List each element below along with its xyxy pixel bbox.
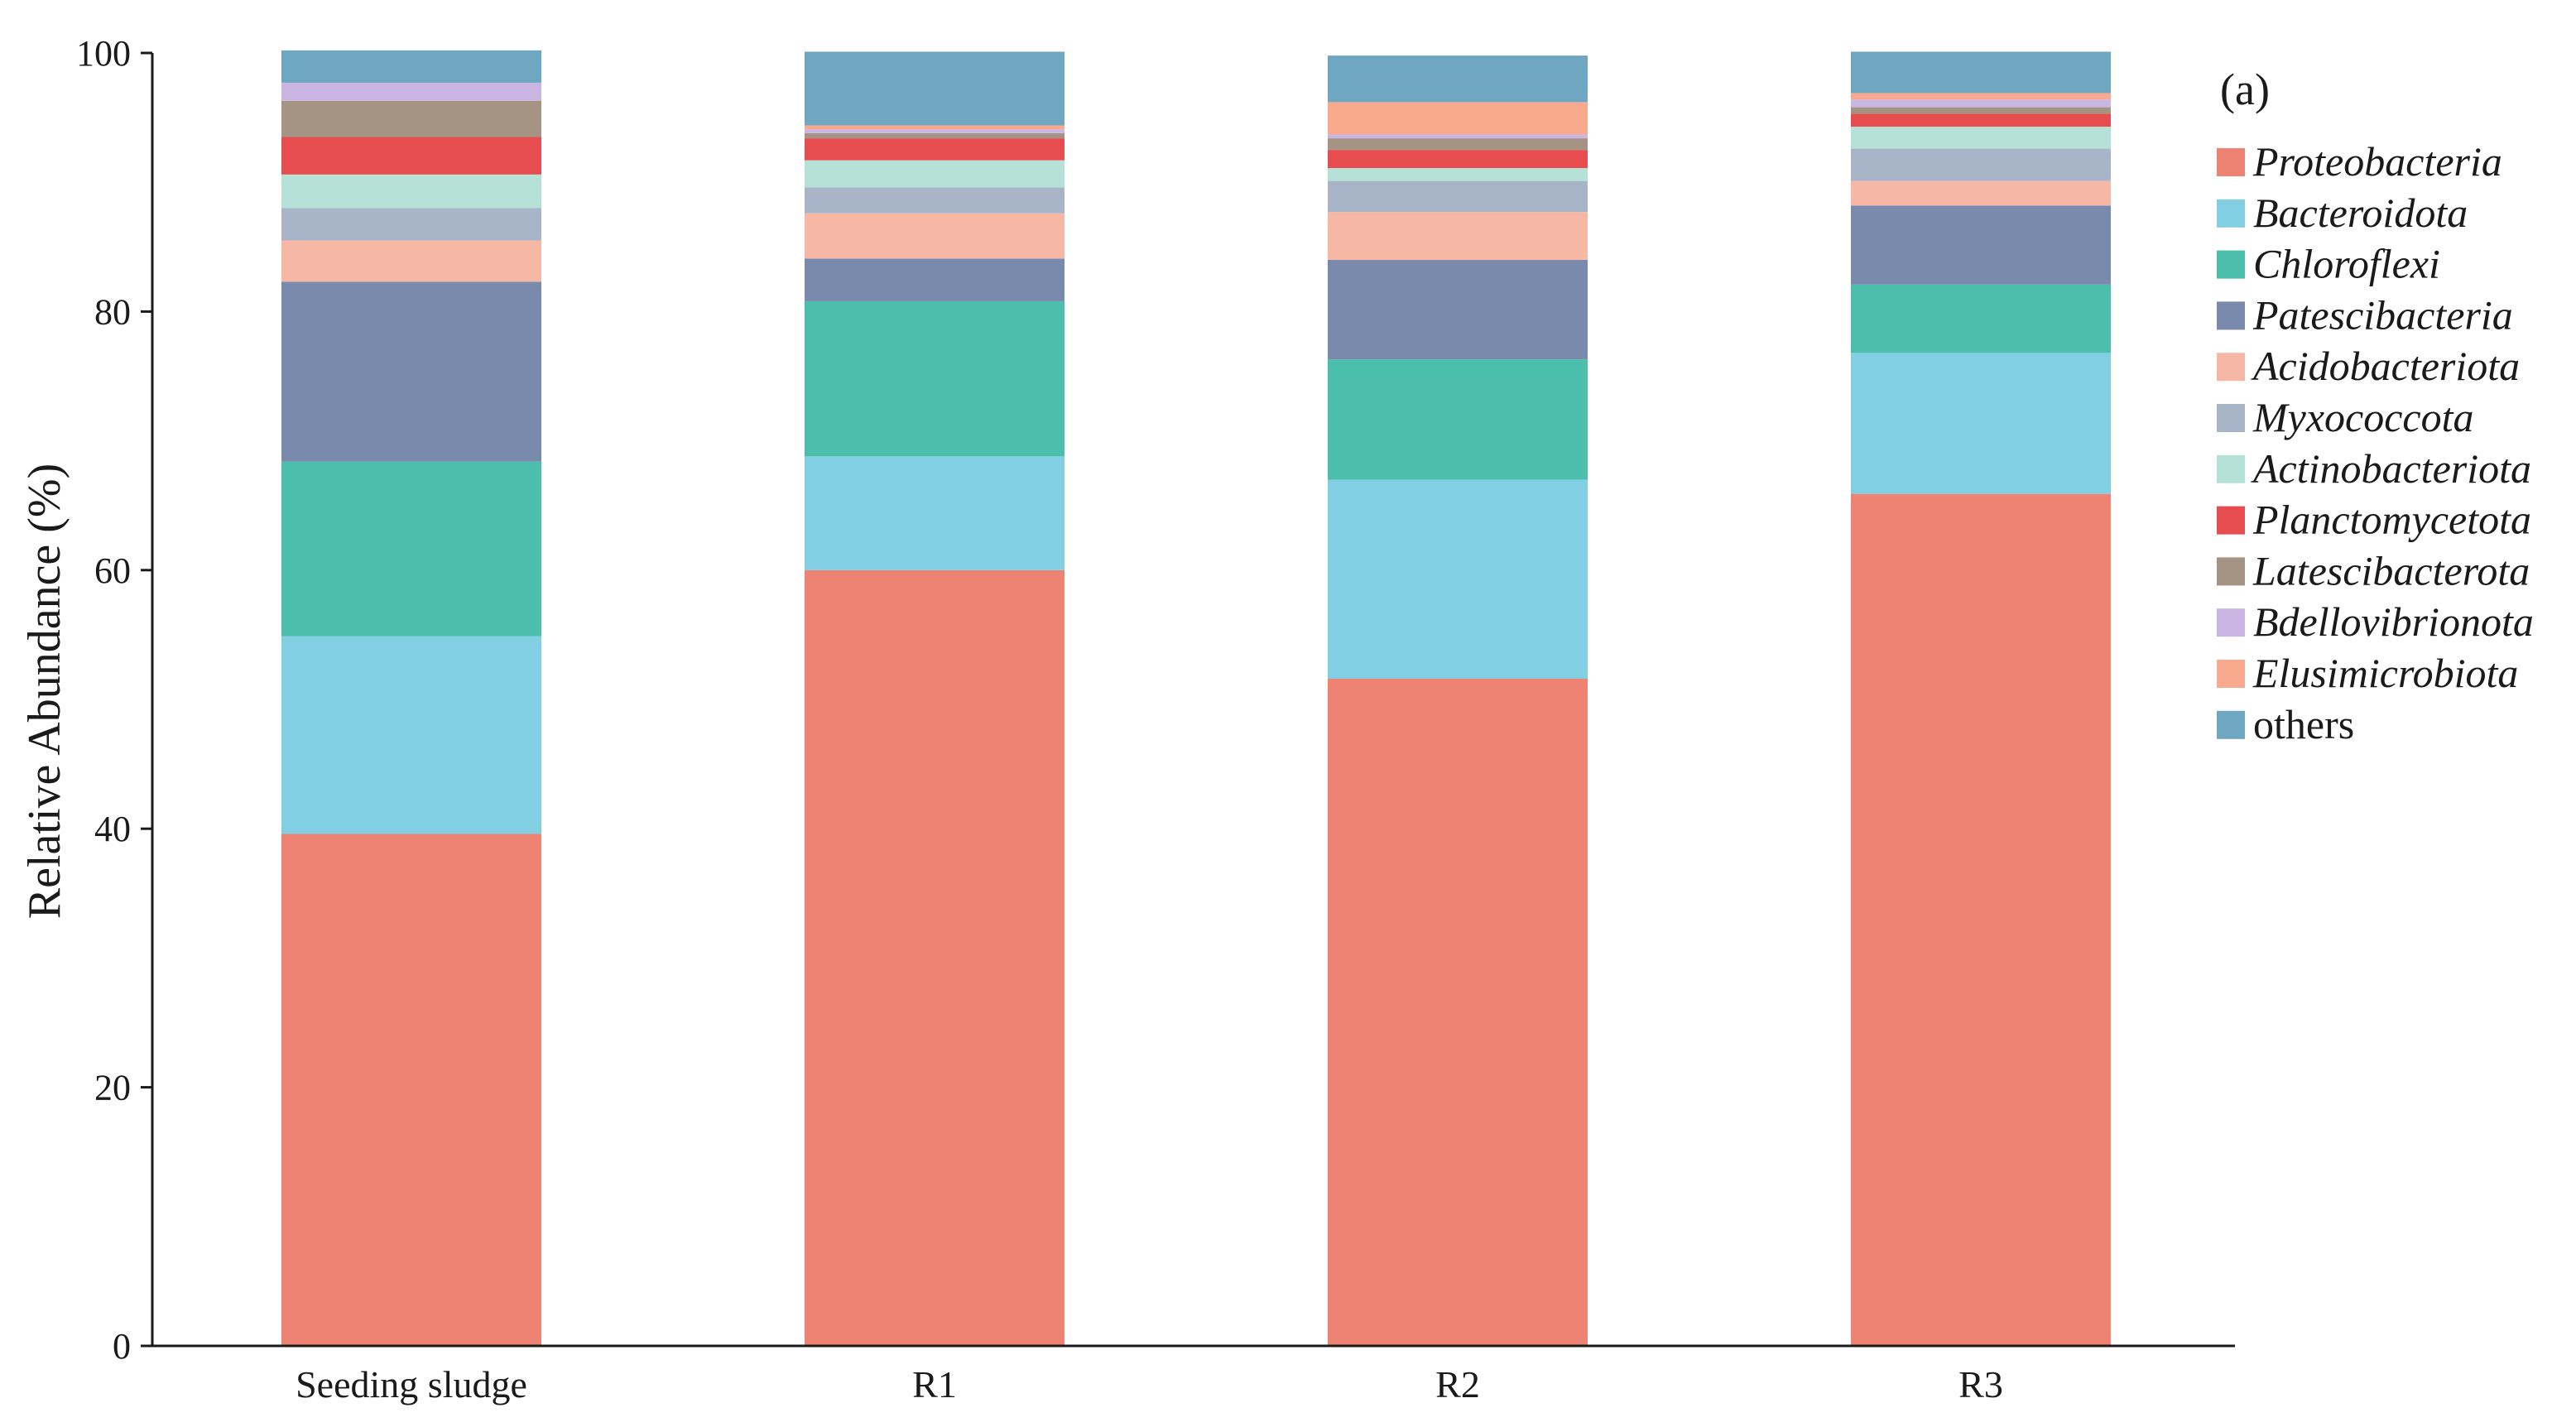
bar-segment-r2-bacteroidota: [1328, 479, 1588, 680]
legend-swatch-elusimicrobiota: [2217, 660, 2245, 688]
bar-segment-seeding-sludge-bdellovibrionota: [281, 82, 541, 101]
legend-swatch-chloroflexi: [2217, 250, 2245, 279]
legend-label-others: others: [2253, 701, 2354, 747]
x-tick-label-r3: R3: [1958, 1363, 2003, 1405]
legend-swatch-myxococcota: [2217, 404, 2245, 432]
bar-segment-r1-others: [805, 51, 1065, 126]
legend-label-acidobacteriota: Acidobacteriota: [2251, 343, 2520, 389]
y-tick-label-80: 80: [94, 291, 131, 332]
bar-segment-seeding-sludge-latescibacterota: [281, 100, 541, 137]
bar-segment-r1-bdellovibrionota: [805, 129, 1065, 133]
bar-segment-r2-chloroflexi: [1328, 359, 1588, 480]
panel-label: (a): [2220, 65, 2270, 114]
legend-swatch-patescibacteria: [2217, 301, 2245, 330]
bar-segment-r2-patescibacteria: [1328, 259, 1588, 360]
bar-segment-r3-myxococcota: [1851, 148, 2111, 181]
bar-segment-r3-acidobacteriota: [1851, 180, 2111, 206]
bar-segment-r3-planctomycetota: [1851, 113, 2111, 127]
legend: Proteobacteria Bacteroidota ChloroflexiPat…: [2217, 138, 2534, 747]
bar-segment-r3-actinobacteriota: [1851, 127, 2111, 149]
legend-swatch-latescibacterota: [2217, 557, 2245, 586]
bars-group: [281, 50, 2111, 1346]
bar-segment-r2-myxococcota: [1328, 180, 1588, 213]
bar-segment-r3-elusimicrobiota: [1851, 93, 2111, 100]
bar-segment-r1-elusimicrobiota: [805, 125, 1065, 130]
y-tick-label-60: 60: [94, 550, 131, 591]
bar-segment-r1-myxococcota: [805, 187, 1065, 214]
bar-segment-r3-chloroflexi: [1851, 284, 2111, 353]
bar-segment-r2-latescibacterota: [1328, 138, 1588, 151]
legend-label-actinobacteriota: Actinobacteriota: [2251, 445, 2531, 492]
bar-segment-seeding-sludge-proteobacteria: [281, 834, 541, 1346]
legend-swatch-bdellovibrionota: [2217, 608, 2245, 637]
bar-segment-r1-bacteroidota: [805, 456, 1065, 570]
legend-label-bdellovibrionota: Bdellovibrionota: [2253, 598, 2534, 645]
x-tick-label-r2: R2: [1435, 1363, 1480, 1405]
legend-label-patescibacteria: Patescibacteria: [2252, 291, 2513, 338]
legend-label-bacteroidota: Bacteroidota: [2253, 190, 2468, 236]
y-tick-label-20: 20: [94, 1068, 131, 1108]
bar-segment-seeding-sludge-bacteroidota: [281, 636, 541, 834]
bar-segment-r2-elusimicrobiota: [1328, 102, 1588, 135]
bar-segment-seeding-sludge-chloroflexi: [281, 461, 541, 637]
bar-segment-r1-proteobacteria: [805, 569, 1065, 1346]
bar-segment-r1-planctomycetota: [805, 138, 1065, 161]
bar-segment-seeding-sludge-actinobacteriota: [281, 174, 541, 209]
bar-segment-r2-planctomycetota: [1328, 150, 1588, 169]
legend-swatch-proteobacteria: [2217, 148, 2245, 176]
axes-group: 0 20 40 60 80 100 Seeding sludge R1 R2 R3: [76, 33, 2235, 1405]
legend-label-elusimicrobiota: Elusimicrobiota: [2252, 650, 2518, 696]
legend-swatch-bacteroidota: [2217, 199, 2245, 228]
legend-swatch-planctomycetota: [2217, 506, 2245, 535]
bar-segment-r1-actinobacteriota: [805, 160, 1065, 188]
bar-segment-seeding-sludge-acidobacteriota: [281, 240, 541, 282]
y-tick-label-100: 100: [76, 33, 131, 74]
bar-segment-r3-patescibacteria: [1851, 205, 2111, 285]
bar-segment-r2-actinobacteriota: [1328, 168, 1588, 181]
bar-segment-r1-latescibacterota: [805, 132, 1065, 139]
legend-swatch-acidobacteriota: [2217, 353, 2245, 382]
legend-label-latescibacterota: Latescibacterota: [2252, 547, 2530, 593]
bar-segment-r3-bacteroidota: [1851, 353, 2111, 494]
bar-segment-r1-patescibacteria: [805, 258, 1065, 301]
legend-label-chloroflexi: Chloroflexi: [2253, 241, 2440, 287]
y-tick-label-0: 0: [113, 1326, 131, 1367]
bar-segment-seeding-sludge-patescibacteria: [281, 281, 541, 462]
legend-swatch-actinobacteriota: [2217, 454, 2245, 483]
bar-segment-r3-others: [1851, 51, 2111, 94]
y-axis-title: Relative Abundance (%): [19, 464, 70, 919]
legend-label-planctomycetota: Planctomycetota: [2252, 497, 2531, 543]
legend-label-proteobacteria: Proteobacteria: [2252, 138, 2502, 185]
bar-segment-r1-acidobacteriota: [805, 213, 1065, 259]
x-tick-label-r1: R1: [912, 1363, 957, 1405]
bar-segment-r1-chloroflexi: [805, 300, 1065, 457]
bar-segment-r2-bdellovibrionota: [1328, 134, 1588, 139]
bar-segment-r3-latescibacterota: [1851, 107, 2111, 114]
bar-segment-r2-acidobacteriota: [1328, 212, 1588, 260]
bar-segment-seeding-sludge-myxococcota: [281, 208, 541, 241]
y-tick-label-40: 40: [94, 809, 131, 849]
legend-label-myxococcota: Myxococcota: [2252, 394, 2474, 440]
bar-segment-r3-proteobacteria: [1851, 493, 2111, 1346]
x-tick-label-seeding-sludge: Seeding sludge: [296, 1363, 527, 1405]
bar-segment-r2-others: [1328, 55, 1588, 103]
bar-segment-seeding-sludge-others: [281, 50, 541, 83]
bar-segment-seeding-sludge-planctomycetota: [281, 137, 541, 175]
bar-segment-r2-proteobacteria: [1328, 679, 1588, 1346]
bar-segment-r3-bdellovibrionota: [1851, 99, 2111, 108]
legend-swatch-others: [2217, 710, 2245, 739]
